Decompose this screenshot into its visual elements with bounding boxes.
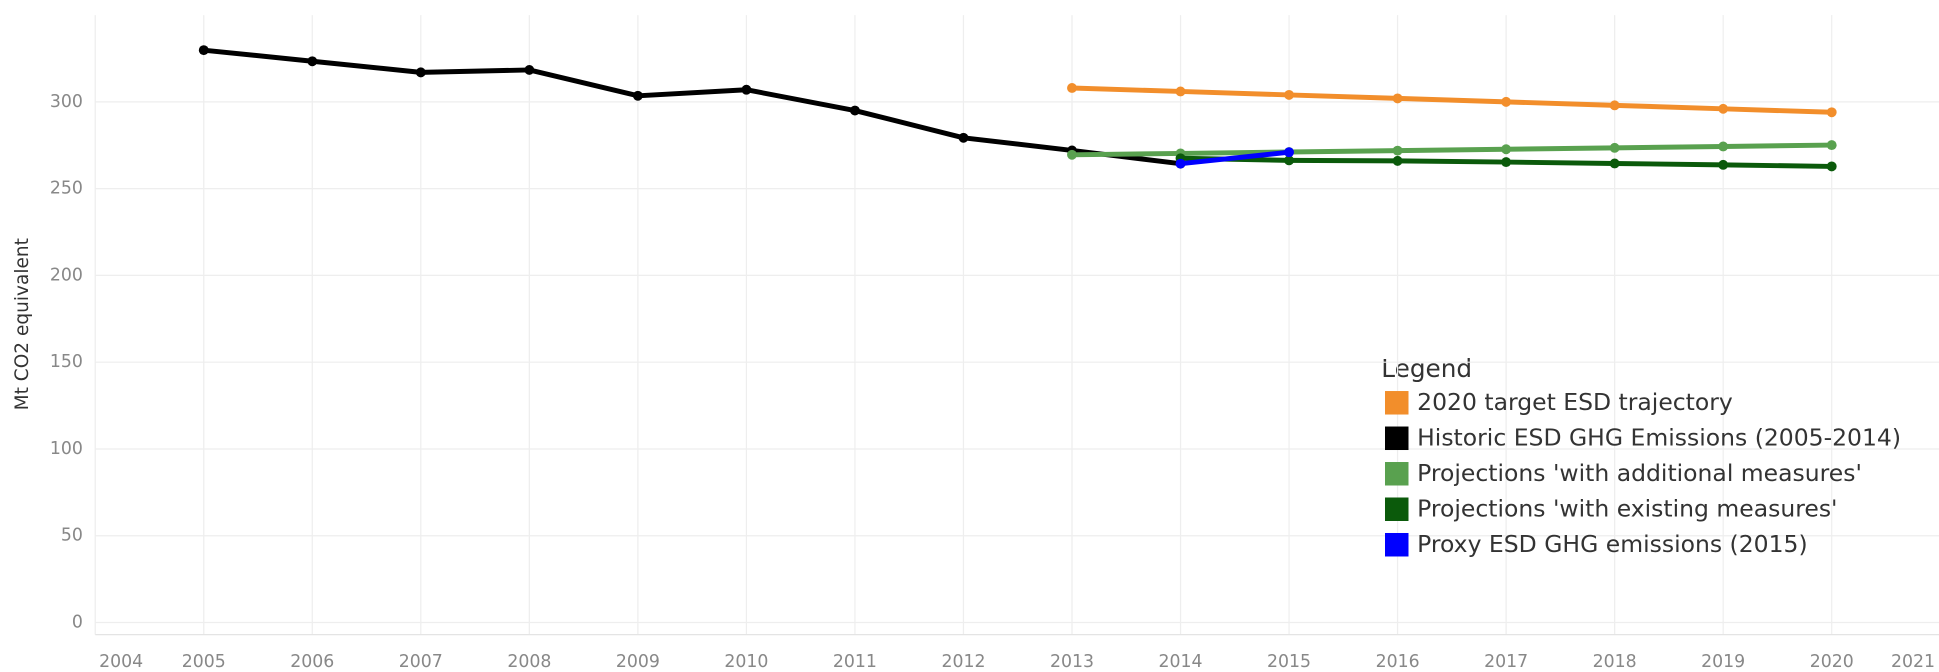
data-point (1609, 100, 1620, 111)
series-line (1071, 85, 1832, 115)
series-line (1071, 142, 1832, 158)
data-point (1826, 161, 1837, 172)
data-point (1501, 144, 1512, 155)
data-point (1392, 93, 1403, 104)
y-tick-label: 0 (72, 612, 83, 632)
data-point (1826, 107, 1837, 118)
data-point (1284, 147, 1295, 158)
data-point (1175, 158, 1186, 169)
x-tick-label: 2020 (1810, 652, 1854, 672)
x-tick-label: 2013 (1050, 652, 1094, 672)
data-point (1718, 159, 1729, 170)
y-axis-label: Mt CO2 equivalent (12, 238, 33, 410)
x-tick-label: 2014 (1159, 652, 1203, 672)
x-tick-label: 2005 (182, 652, 226, 672)
x-tick-label: 2015 (1267, 652, 1311, 672)
series-line (1180, 149, 1290, 167)
y-tick-label: 300 (50, 92, 83, 112)
x-tick-label: 2016 (1376, 652, 1420, 672)
data-point (524, 64, 535, 75)
legend-label: Projections 'with additional measures' (1417, 459, 1862, 487)
data-point (1392, 145, 1403, 156)
y-tick-label: 250 (50, 179, 83, 199)
y-tick-label: 200 (50, 265, 83, 285)
data-point (1826, 140, 1837, 151)
data-point (1175, 86, 1186, 97)
y-tick-label: 150 (50, 352, 83, 372)
x-tick-label: 2017 (1484, 652, 1528, 672)
y-tick-label: 50 (61, 526, 83, 546)
data-point (1067, 149, 1077, 160)
legend-label: Projections 'with existing measures' (1417, 494, 1837, 522)
x-tick-label: 2018 (1593, 652, 1637, 672)
x-tick-label: 2004 (99, 652, 143, 672)
x-tick-label: 2019 (1701, 652, 1745, 672)
legend-label: 2020 target ESD trajectory (1417, 388, 1733, 416)
data-point (741, 84, 752, 95)
data-point (1501, 157, 1512, 168)
data-point (1392, 155, 1403, 166)
data-point (1718, 103, 1729, 114)
data-point (1609, 158, 1620, 169)
x-tick-label: 2008 (507, 652, 551, 672)
legend-label: Historic ESD GHG Emissions (2005-2014) (1417, 423, 1901, 451)
data-point (1609, 142, 1620, 153)
data-point (198, 45, 209, 56)
data-point (307, 56, 318, 67)
x-tick-label: 2011 (833, 652, 877, 672)
series-line (203, 47, 1181, 167)
data-point (958, 132, 969, 143)
x-tick-label: 2009 (616, 652, 660, 672)
x-tick-label: 2010 (724, 652, 768, 672)
x-tick-label: 2007 (399, 652, 443, 672)
legend-swatch (1385, 426, 1409, 451)
legend-label: Proxy ESD GHG emissions (2015) (1417, 530, 1808, 558)
data-point (1718, 141, 1729, 152)
data-point (415, 67, 426, 78)
legend-swatch (1385, 462, 1409, 486)
data-point (1067, 83, 1077, 93)
legend-swatch (1385, 497, 1409, 521)
legend-title: Legend (1381, 354, 1472, 383)
x-tick-label: 2012 (941, 652, 985, 672)
legend-swatch (1385, 391, 1409, 415)
data-point (849, 105, 860, 116)
data-point (632, 90, 643, 101)
y-tick-label: 100 (50, 439, 83, 459)
x-tick-label: 2006 (290, 652, 334, 672)
x-tick-label: 2021 (1891, 652, 1935, 672)
data-point (1284, 155, 1295, 166)
legend-swatch (1385, 532, 1409, 557)
data-point (1284, 89, 1295, 100)
data-point (1501, 96, 1512, 107)
